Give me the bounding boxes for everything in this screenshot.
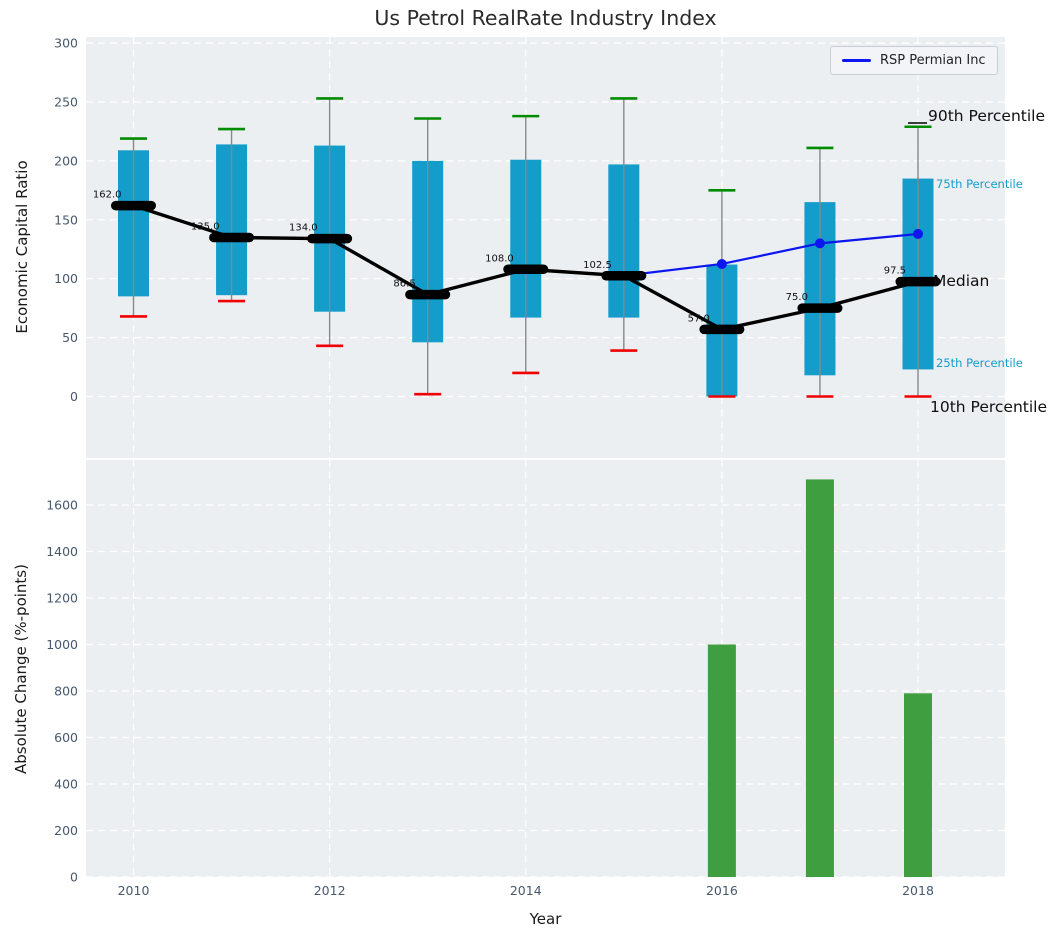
median-value-label-2017: 75.0 xyxy=(786,292,808,303)
bottom-y-tick-label: 1200 xyxy=(46,591,78,606)
median-value-label-2018: 97.5 xyxy=(884,266,906,277)
top-y-tick-label: 250 xyxy=(54,95,78,110)
chart-title: Us Petrol RealRate Industry Index xyxy=(374,6,717,30)
bottom-y-tick-label: 1400 xyxy=(46,544,78,559)
bottom-y-tick-label: 200 xyxy=(54,823,78,838)
median-value-label-2010: 162.0 xyxy=(93,190,122,201)
bottom-y-tick-label: 0 xyxy=(70,870,78,885)
top-y-tick-label: 150 xyxy=(54,212,78,227)
median-cap-2017 xyxy=(797,303,843,313)
legend-label: RSP Permian Inc xyxy=(880,53,986,68)
median-value-label-2011: 135.0 xyxy=(191,221,220,232)
median-value-label-2012: 134.0 xyxy=(289,223,318,234)
x-tick-label: 2010 xyxy=(118,883,150,898)
x-axis-label: Year xyxy=(529,910,562,928)
legend: RSP Permian Inc xyxy=(830,46,998,75)
company-line-rsp-permian xyxy=(623,232,919,277)
median-cap-2015 xyxy=(601,271,647,281)
median-cap-2011 xyxy=(209,232,255,243)
x-tick-label: 2018 xyxy=(902,883,934,898)
annotation-75th-percentile: 75th Percentile xyxy=(936,177,1023,191)
change-bar-2018 xyxy=(904,693,932,877)
legend-line-swatch xyxy=(842,59,871,62)
top-y-tick-label: 300 xyxy=(54,36,78,51)
top-y-tick-label: 0 xyxy=(70,389,78,404)
median-value-label-2016: 57.0 xyxy=(688,313,710,324)
top-y-tick-label: 50 xyxy=(62,330,78,345)
company-marker-2018 xyxy=(913,228,923,239)
annotation-90th-percentile: 90th Percentile xyxy=(928,107,1046,125)
median-value-label-2014: 108.0 xyxy=(485,253,514,264)
bottom-axes-background xyxy=(86,460,1005,877)
company-marker-2016 xyxy=(716,258,727,269)
change-bar-2016 xyxy=(707,644,736,877)
annotation-25th-percentile: 25th Percentile xyxy=(936,356,1023,370)
bottom-y-tick-label: 1000 xyxy=(46,637,78,652)
top-y-tick-label: 200 xyxy=(54,153,78,168)
median-cap-2016 xyxy=(699,324,745,335)
median-cap-2012 xyxy=(307,233,353,244)
median-cap-2010 xyxy=(111,200,156,211)
top-y-axis-label: Economic Capital Ratio xyxy=(13,160,31,334)
annotation-median: Median xyxy=(933,272,990,290)
x-tick-label: 2014 xyxy=(510,883,542,898)
x-tick-label: 2016 xyxy=(706,883,738,898)
median-cap-2013 xyxy=(405,289,451,300)
median-value-label-2015: 102.5 xyxy=(583,260,612,271)
x-tick-label: 2012 xyxy=(314,883,346,898)
bottom-y-tick-label: 400 xyxy=(54,777,78,792)
median-value-label-2013: 86.5 xyxy=(393,279,415,290)
median-cap-2014 xyxy=(503,264,549,275)
change-bar-2017 xyxy=(805,479,834,877)
bottom-y-tick-label: 1600 xyxy=(46,498,78,513)
annotation-10th-percentile: 10th Percentile xyxy=(930,398,1048,416)
company-marker-2017 xyxy=(814,238,825,249)
bottom-y-tick-label: 800 xyxy=(54,684,78,699)
top-y-tick-label: 100 xyxy=(54,271,78,286)
median-cap-2018 xyxy=(895,276,941,287)
bottom-y-axis-label: Absolute Change (%-points) xyxy=(12,564,30,774)
bottom-y-tick-label: 600 xyxy=(54,730,78,745)
